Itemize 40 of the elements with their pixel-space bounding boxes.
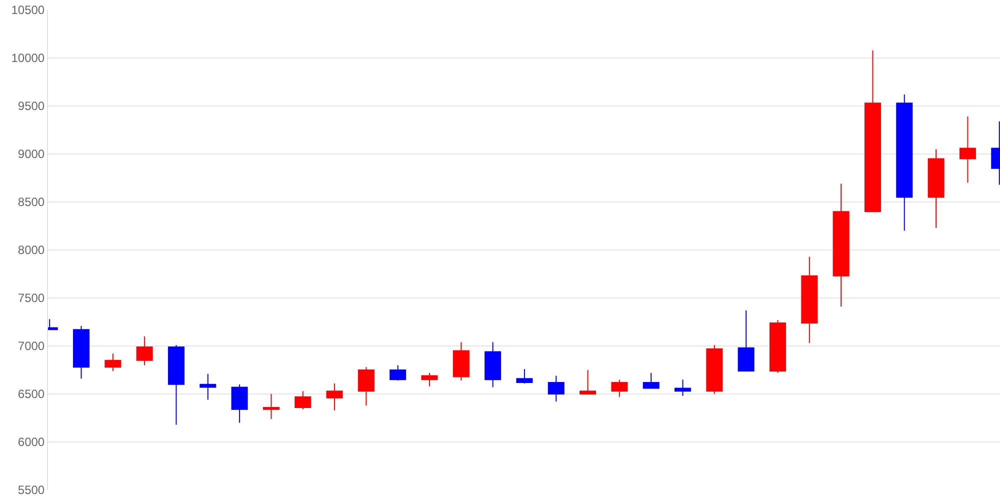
candlestick [168,344,184,426]
candlestick [516,368,533,384]
candlestick [136,336,153,366]
y-tick-label: 8000 [18,243,45,258]
candlestick [928,148,944,228]
candlestick [580,370,596,394]
candlestick [200,373,216,400]
y-tick-label: 9000 [18,147,45,162]
y-tick-label: 6000 [18,435,45,450]
candlestick [832,183,850,308]
y-tick-label: 9500 [18,99,45,114]
candlestick [358,366,374,406]
candlestick [231,384,248,424]
candlestick [642,372,660,389]
y-tick-label: 6500 [18,387,45,402]
candlestick [738,310,754,372]
y-tick-label: 8500 [18,195,45,210]
candlestick [548,375,564,402]
candlestick [959,116,976,184]
y-tick-label: 10000 [11,51,45,66]
candlestick [896,94,913,232]
candlestick [262,394,280,420]
candlestick [484,342,502,388]
y-tick-label: 7500 [18,291,45,306]
candlestick [421,372,438,387]
y-tick-label: 7000 [18,339,45,354]
y-tick-label: 10500 [11,3,45,18]
candlestick [864,50,881,212]
candlestick [706,344,723,394]
candlestick [674,379,692,396]
candlestick [452,342,470,382]
candlestick [104,353,122,372]
candlestick [611,379,628,398]
y-tick-label: 5500 [18,483,45,498]
candlestick [72,325,90,380]
candlestick [294,390,312,410]
candlestick [801,256,818,344]
candlestick [326,382,343,411]
candlestick [769,320,786,374]
candlestick [390,364,406,382]
